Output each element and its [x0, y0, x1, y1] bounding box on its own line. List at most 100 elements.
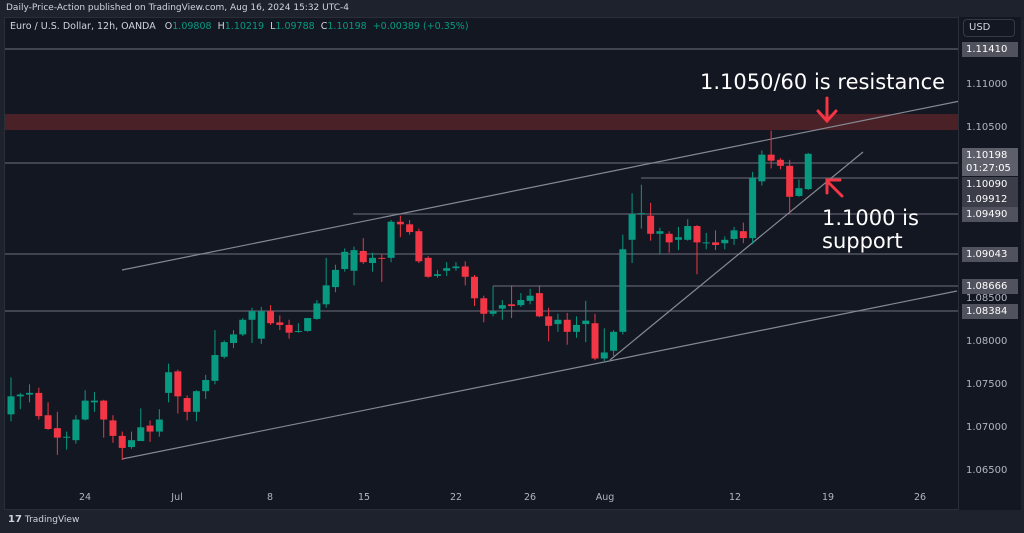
candle-down	[693, 225, 701, 275]
candle-body	[776, 159, 784, 166]
candle-body	[285, 324, 293, 333]
candle-body	[795, 188, 803, 196]
candle-up	[702, 232, 710, 250]
candle-body	[433, 274, 441, 276]
candle-body	[294, 330, 302, 332]
candle-body	[192, 391, 200, 412]
candle-down	[53, 411, 61, 455]
time-tick: 26	[523, 492, 537, 503]
candle-up	[443, 262, 451, 276]
price-tick: 1.11000	[966, 79, 1008, 90]
candle-up	[498, 300, 506, 320]
candle-body	[804, 153, 812, 190]
candle-body	[26, 392, 34, 395]
candle-down	[174, 369, 182, 414]
time-tick: 24	[78, 492, 92, 503]
candle-body	[44, 415, 52, 429]
candle-down	[508, 285, 516, 319]
candle-body	[350, 250, 358, 271]
candle-up	[554, 313, 562, 332]
candle-body	[137, 427, 145, 442]
candle-up	[72, 415, 80, 444]
candle-down	[786, 159, 794, 214]
candle-up	[294, 323, 302, 333]
tradingview-footer[interactable]: 17 TradingView	[8, 514, 79, 525]
chart-area[interactable]	[4, 17, 1021, 510]
level-label: 1.08384	[962, 304, 1018, 319]
candle-down	[415, 228, 423, 264]
candle-body	[248, 311, 256, 320]
level-label: 1.09490	[962, 207, 1018, 222]
candle-down	[276, 315, 284, 331]
level-label: 1.08666	[962, 279, 1018, 294]
time-tick: Jul	[171, 492, 183, 503]
candle-body	[647, 215, 655, 234]
candle-body	[396, 221, 404, 225]
candle-body	[16, 394, 24, 397]
candle-body	[786, 165, 794, 197]
candle-body	[72, 419, 80, 441]
candle-body	[628, 214, 636, 240]
time-tick: 19	[821, 492, 835, 503]
candle-body	[600, 352, 608, 359]
price-tick: 1.10500	[966, 122, 1008, 133]
candle-up	[165, 363, 173, 403]
candle-down	[109, 415, 117, 443]
candle-down	[118, 431, 126, 460]
candle-body	[155, 419, 163, 432]
candle-body	[637, 213, 645, 215]
drawings	[5, 48, 961, 460]
bar-countdown: 01:27:05	[966, 163, 1011, 174]
candle-body	[767, 154, 775, 161]
candle-down	[647, 202, 655, 241]
candle-body	[471, 276, 478, 299]
currency-button[interactable]: USD	[963, 19, 1015, 37]
support-arrow-icon	[825, 178, 844, 198]
candle-up	[350, 246, 358, 286]
candle-down	[461, 261, 469, 286]
candle-down	[378, 254, 386, 282]
candle-body	[359, 250, 367, 263]
candle-up	[795, 179, 803, 197]
candle-up	[239, 318, 247, 337]
candle-body	[341, 251, 349, 270]
candle-body	[749, 177, 757, 239]
high-label: H	[217, 21, 225, 32]
candle-body	[684, 226, 692, 240]
candle-body	[331, 269, 339, 288]
candle-up	[433, 269, 441, 278]
candle-body	[128, 440, 136, 448]
candle-up	[517, 293, 525, 307]
candle-body	[489, 311, 497, 314]
support-trendline	[609, 151, 864, 361]
price-axis[interactable]	[958, 17, 1021, 510]
candle-up	[192, 390, 200, 422]
price-tick: 1.07000	[966, 422, 1008, 433]
candle-up	[7, 377, 15, 422]
candle-up	[619, 234, 627, 335]
symbol-name: Euro / U.S. Dollar, 12h, OANDA	[10, 21, 156, 32]
candle-body	[276, 322, 284, 325]
candle-up	[322, 257, 330, 308]
candle-down	[285, 319, 293, 339]
low-label: L	[270, 21, 276, 32]
candle-up	[387, 220, 395, 263]
time-tick: 8	[266, 492, 274, 503]
price-tick: 1.07500	[966, 379, 1008, 390]
candle-body	[183, 398, 191, 412]
candle-down	[183, 395, 191, 421]
candle-body	[591, 323, 599, 359]
close-value: 1.10198	[327, 21, 367, 32]
time-tick: 12	[728, 492, 742, 503]
candle-down	[563, 312, 571, 345]
candle-up	[572, 316, 580, 338]
candle-body	[545, 316, 553, 326]
candle-up	[155, 409, 163, 437]
lower-channel-line	[121, 290, 958, 460]
candle-down	[712, 230, 720, 251]
candle-body	[563, 319, 571, 332]
candle-body	[304, 318, 312, 331]
price-tick: 1.08500	[966, 293, 1008, 304]
candle-body	[211, 355, 219, 381]
candle-down	[424, 256, 432, 278]
